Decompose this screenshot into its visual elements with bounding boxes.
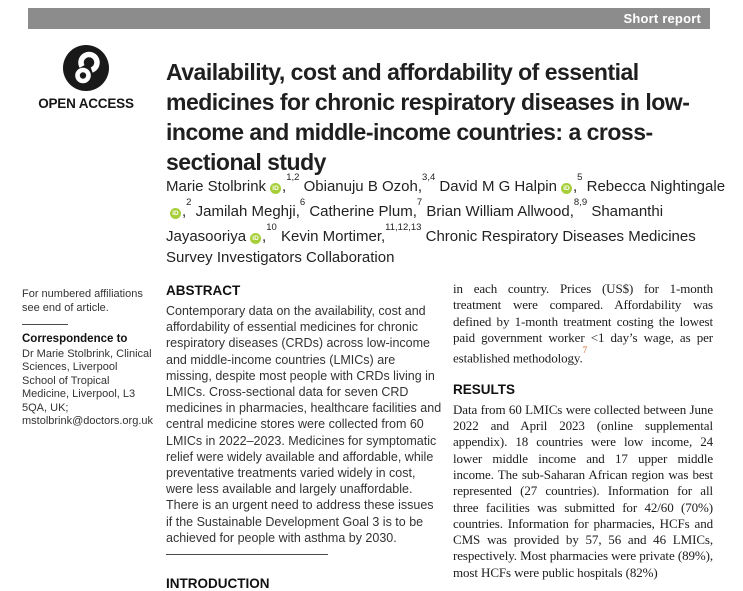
correspondence-text: Dr Marie Stolbrink, Clinical Sciences, L…: [22, 347, 153, 428]
author-separator: ,: [572, 178, 578, 195]
open-access-lock-icon: [63, 45, 109, 91]
author-name: Catherine Plum: [309, 203, 413, 220]
affiliation-superscript: 11,12,13: [385, 222, 422, 233]
author-name: Chronic Respiratory Diseases Medicines S…: [166, 228, 696, 266]
affiliation-superscript: 5: [577, 172, 583, 183]
sidebar: For numbered affiliations see end of art…: [22, 288, 153, 429]
author: Obianuju B Ozoh,3,4: [303, 172, 436, 195]
methods-continued-text: in each country. Prices (US$) for 1-mont…: [453, 281, 713, 366]
abstract-column: ABSTRACT Contemporary data on the availa…: [166, 283, 443, 591]
author-separator: ,: [182, 203, 187, 220]
affiliation-superscript: 3,4: [422, 172, 436, 183]
author: Jamilah Meghji,6: [195, 197, 306, 220]
author-name: Shamanthi Jayasooriya: [166, 203, 664, 245]
open-access-label: OPEN ACCESS: [38, 96, 134, 111]
author: David M G Halpin iD ,5: [439, 172, 582, 195]
introduction-heading: INTRODUCTION: [166, 576, 270, 591]
orcid-icon[interactable]: iD: [170, 208, 181, 219]
author-group: Chronic Respiratory Diseases Medicines S…: [166, 228, 696, 266]
methods-continued-paragraph: in each country. Prices (US$) for 1-mont…: [453, 281, 713, 367]
affiliation-superscript: 10: [266, 222, 277, 233]
author-separator: ,: [569, 203, 574, 220]
affiliation-superscript: 1,2: [286, 172, 300, 183]
author-name: Marie Stolbrink: [166, 178, 267, 195]
divider: [22, 324, 68, 325]
affiliations-note: For numbered affiliations see end of art…: [22, 288, 143, 314]
author: Catherine Plum,7: [309, 197, 422, 220]
author-separator: ,: [295, 203, 300, 220]
section-banner: Short report: [28, 8, 710, 29]
affiliation-superscript: 7: [416, 197, 423, 208]
author: Marie Stolbrink iD ,1,2: [166, 172, 299, 195]
author-name: Obianuju B Ozoh: [303, 178, 418, 195]
affiliation-superscript: 2: [186, 197, 192, 208]
author-name: David M G Halpin: [439, 178, 557, 195]
orcid-icon[interactable]: iD: [270, 183, 282, 194]
results-heading: RESULTS: [453, 381, 516, 397]
author-separator: ,: [417, 178, 423, 195]
open-access-logo: OPEN ACCESS: [38, 44, 134, 111]
correspondence-label: Correspondence to: [22, 333, 128, 345]
author-name: Jamilah Meghji: [195, 203, 296, 220]
orcid-icon[interactable]: iD: [250, 233, 262, 244]
abstract-heading: ABSTRACT: [166, 283, 241, 298]
author-separator: ,: [262, 228, 267, 245]
affiliation-superscript: 6: [299, 197, 306, 208]
reference-7-link[interactable]: 7: [582, 345, 588, 356]
body-column: in each country. Prices (US$) for 1-mont…: [453, 281, 713, 581]
affiliation-superscript: 8,9: [573, 197, 588, 208]
divider: [166, 554, 328, 556]
author: Kevin Mortimer,11,12,13: [280, 222, 421, 245]
results-paragraph: Data from 60 LMICs were collected betwee…: [453, 401, 713, 580]
author-name: Kevin Mortimer: [280, 228, 381, 245]
author-separator: ,: [412, 203, 417, 220]
author: Rebecca NightingaleiD ,2: [166, 178, 725, 220]
article-title: Availability, cost and affordability of …: [166, 59, 690, 176]
author-separator: ,: [381, 228, 386, 245]
author: Shamanthi Jayasooriya iD ,10: [166, 203, 663, 245]
author-name: Rebecca Nightingale: [586, 178, 726, 195]
author-separator: ,: [282, 178, 287, 195]
author: Brian William Allwood,8,9: [426, 197, 587, 220]
orcid-icon[interactable]: iD: [560, 183, 572, 194]
author-list: Marie Stolbrink iD ,1,2 Obianuju B Ozoh,3,…: [166, 172, 740, 268]
author-name: Brian William Allwood: [426, 203, 570, 220]
abstract-text: Contemporary data on the availability, c…: [166, 304, 442, 545]
